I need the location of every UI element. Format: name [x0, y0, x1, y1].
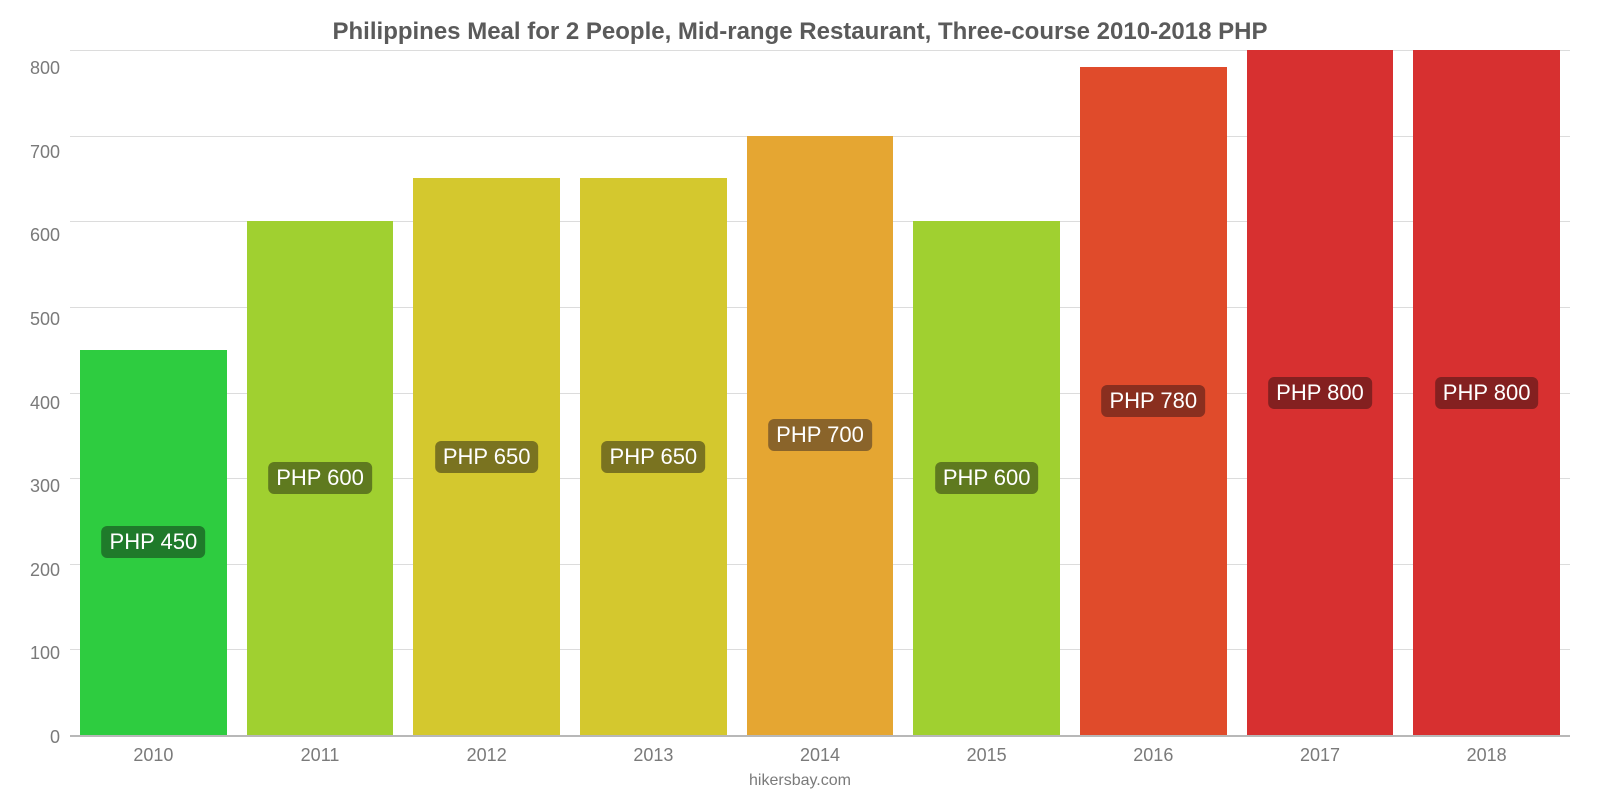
x-tick-label: 2014: [737, 745, 904, 766]
bar-value-label: PHP 800: [1268, 377, 1372, 409]
bar: PHP 800: [1413, 50, 1560, 735]
bar-slot: PHP 450: [70, 50, 237, 735]
x-tick-label: 2012: [403, 745, 570, 766]
x-tick-label: 2016: [1070, 745, 1237, 766]
x-tick-label: 2011: [237, 745, 404, 766]
y-tick: 0: [50, 728, 60, 746]
bar-value-label: PHP 600: [268, 462, 372, 494]
bar: PHP 650: [580, 178, 727, 735]
x-axis: 201020112012201320142015201620172018: [30, 737, 1570, 766]
bar-slot: PHP 600: [903, 50, 1070, 735]
bar-value-label: PHP 780: [1101, 385, 1205, 417]
x-tick-label: 2015: [903, 745, 1070, 766]
y-tick: 500: [30, 310, 60, 328]
bar: PHP 650: [413, 178, 560, 735]
bar-slot: PHP 800: [1237, 50, 1404, 735]
bars-layer: PHP 450 PHP 600 PHP 650 PHP 650 PHP 700 PHP 6…: [70, 50, 1570, 735]
bar: PHP 780: [1080, 67, 1227, 735]
chart-title: Philippines Meal for 2 People, Mid-range…: [30, 18, 1570, 46]
bar-value-label: PHP 450: [102, 526, 206, 558]
bar-value-label: PHP 700: [768, 419, 872, 451]
bar-value-label: PHP 650: [602, 441, 706, 473]
y-tick: 300: [30, 477, 60, 495]
y-tick: 700: [30, 143, 60, 161]
chart-container: Philippines Meal for 2 People, Mid-range…: [0, 0, 1600, 800]
x-tick-label: 2010: [70, 745, 237, 766]
y-axis: 0100200300400500600700800: [30, 50, 70, 737]
bar: PHP 600: [913, 221, 1060, 735]
plot-wrap: 0100200300400500600700800 PHP 450PHP 600…: [30, 50, 1570, 737]
bar: PHP 800: [1247, 50, 1394, 735]
y-tick: 800: [30, 59, 60, 77]
y-tick: 600: [30, 226, 60, 244]
x-tick-label: 2013: [570, 745, 737, 766]
x-tick-label: 2017: [1237, 745, 1404, 766]
bar-value-label: PHP 600: [935, 462, 1039, 494]
plot-area: PHP 450 PHP 600 PHP 650 PHP 650 PHP 700 PHP 6…: [70, 50, 1570, 737]
x-axis-spacer: [30, 745, 70, 766]
bar: PHP 700: [747, 136, 894, 735]
bar-slot: PHP 600: [237, 50, 404, 735]
bar-slot: PHP 650: [403, 50, 570, 735]
y-tick: 400: [30, 394, 60, 412]
bar: PHP 600: [247, 221, 394, 735]
bar-value-label: PHP 650: [435, 441, 539, 473]
x-axis-labels: 201020112012201320142015201620172018: [70, 745, 1570, 766]
bar-value-label: PHP 800: [1435, 377, 1539, 409]
y-tick: 200: [30, 561, 60, 579]
bar-slot: PHP 700: [737, 50, 904, 735]
source-text: hikersbay.com: [30, 772, 1570, 790]
y-tick: 100: [30, 644, 60, 662]
bar-slot: PHP 800: [1403, 50, 1570, 735]
x-tick-label: 2018: [1403, 745, 1570, 766]
bar: PHP 450: [80, 350, 227, 735]
bar-slot: PHP 650: [570, 50, 737, 735]
bar-slot: PHP 780: [1070, 50, 1237, 735]
